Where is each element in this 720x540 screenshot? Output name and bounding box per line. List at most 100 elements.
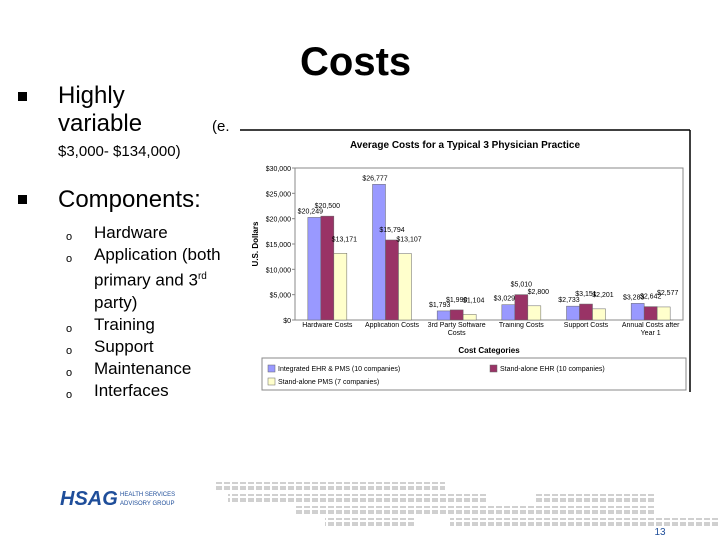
page-number: 13	[654, 527, 666, 538]
bar	[320, 215, 335, 321]
bar	[398, 253, 412, 321]
value-label: $2,800	[528, 289, 550, 296]
bar	[579, 303, 593, 321]
y-tick-label: $10,000	[266, 267, 291, 274]
bar	[449, 309, 464, 321]
decoration	[228, 494, 488, 502]
value-label: $26,777	[362, 175, 387, 182]
sub-marker: o	[66, 253, 73, 265]
bullet-text: (e.	[212, 118, 230, 135]
x-tick-label-text: 3rd Party Software Costs	[427, 322, 486, 337]
bar	[527, 305, 542, 321]
sub-marker: o	[66, 322, 73, 335]
value-label: $5,010	[511, 282, 533, 289]
sub-list: o Hardware o Application (both primary and…	[66, 222, 236, 402]
sub-text: Hardware	[94, 223, 168, 242]
sub-marker: o	[66, 366, 73, 379]
x-tick-label-text: Hardware Costs	[302, 322, 353, 329]
x-tick-label: Hardware Costs	[302, 322, 353, 329]
value-label: $2,577	[657, 290, 679, 297]
sub-marker: o	[66, 231, 73, 243]
bar	[501, 304, 516, 321]
legend-swatch	[267, 364, 276, 373]
x-tick-label: Annual Costs after Year 1	[621, 322, 680, 337]
x-tick-label: 3rd Party Software Costs	[427, 322, 486, 337]
bullet-marker	[18, 92, 27, 101]
decoration	[295, 506, 655, 514]
x-tick-label-text: Application Costs	[364, 322, 420, 329]
bar	[630, 303, 645, 321]
value-label: $13,107	[396, 237, 421, 244]
sub-text: Training	[94, 314, 155, 334]
sub-item: o Interfaces	[66, 380, 236, 402]
legend-swatch	[267, 377, 276, 386]
x-tick-label: Support Costs	[563, 322, 609, 329]
bullet-text: Components:	[58, 186, 201, 213]
decoration	[215, 482, 445, 490]
value-label: $3,151	[575, 291, 597, 298]
x-tick-label-text: Training Costs	[498, 322, 544, 329]
value-label: $20,500	[315, 203, 340, 210]
plot-area	[294, 167, 684, 321]
value-label: $2,201	[592, 292, 614, 299]
y-tick-label: $30,000	[266, 166, 291, 173]
value-label: $13,171	[332, 236, 357, 243]
value-label: $1,990	[446, 297, 468, 304]
bar	[436, 310, 451, 321]
slide-title: Costs	[300, 40, 412, 84]
y-tick-label: $20,000	[266, 217, 291, 224]
bar	[372, 184, 386, 321]
y-tick-label: $25,000	[266, 191, 291, 198]
bar	[656, 306, 671, 321]
x-tick-label: Training Costs	[498, 322, 544, 329]
sub-item: o Maintenance	[66, 358, 236, 380]
bar	[462, 314, 477, 321]
bar	[643, 306, 658, 321]
legend-label: Stand-alone PMS (7 companies)	[278, 379, 379, 386]
sub-item: o Hardware	[66, 222, 236, 244]
x-axis-label: Cost Categories	[458, 346, 520, 355]
x-tick-label-text: Support Costs	[563, 322, 609, 329]
decoration	[535, 494, 655, 502]
chart-title: Average Costs for a Typical 3 Physician …	[350, 140, 581, 151]
bar	[514, 294, 529, 321]
sub-text: rd	[197, 271, 207, 282]
bullet-text: $3,000- $134,000)	[58, 143, 181, 160]
logo: HSAG	[60, 488, 118, 510]
bullet-text: Highly variable	[58, 82, 143, 137]
bar	[307, 217, 322, 321]
legend-label: Integrated EHR & PMS (10 companies)	[278, 366, 400, 373]
value-label: $2,642	[640, 294, 662, 301]
sub-text: Support	[94, 336, 154, 356]
x-tick-label: Application Costs	[364, 322, 420, 329]
sub-text: Interfaces	[94, 380, 169, 400]
decoration	[450, 518, 720, 526]
bar	[385, 239, 399, 321]
y-tick-label: $15,000	[266, 242, 291, 249]
value-label: $1,793	[429, 302, 451, 309]
sub-marker: o	[66, 344, 73, 357]
value-label: $3,029	[494, 296, 516, 303]
value-label: $15,794	[379, 227, 404, 234]
sub-marker: o	[66, 388, 73, 401]
bar	[566, 305, 580, 321]
value-label: $20,249	[298, 208, 323, 215]
y-tick-label: $0	[283, 318, 291, 325]
sub-item: o Training	[66, 314, 236, 336]
sub-text: Maintenance	[94, 358, 192, 378]
x-tick-label-text: Annual Costs after Year 1	[621, 322, 680, 337]
value-label: $2,733	[558, 297, 580, 304]
legend-box	[261, 357, 687, 391]
legend-swatch	[489, 364, 498, 373]
bar	[592, 308, 606, 321]
sub-text: Application (both primary and 3	[94, 245, 221, 290]
legend-label: Stand-alone EHR (10 companies)	[500, 366, 605, 373]
logo-text: ADVISORY GROUP	[120, 501, 174, 507]
bar	[333, 253, 348, 321]
value-label: $1,104	[463, 297, 485, 304]
y-tick-label: $5,000	[270, 293, 292, 300]
sub-text: party)	[94, 292, 138, 312]
decoration	[325, 518, 415, 526]
